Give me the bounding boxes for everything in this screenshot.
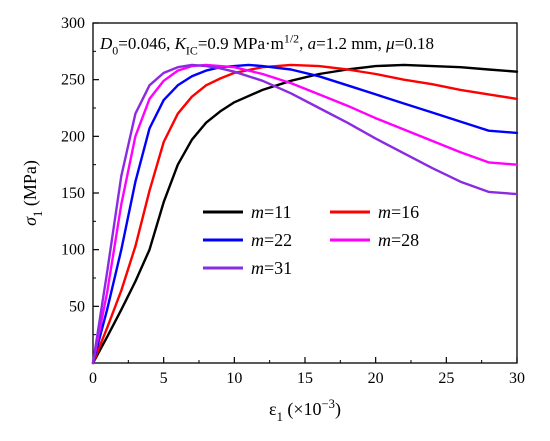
legend-value: =28 (391, 230, 419, 250)
parameter-annotation: D0=0.046, KIC=0.9 MPa·m1/2, a=1.2 mm, μ=… (99, 32, 434, 58)
y-axis-label-part: σ (20, 216, 40, 226)
legend-value: =11 (264, 202, 291, 222)
legend-var: m (251, 258, 264, 278)
series-line-m-11 (91, 63, 519, 365)
x-tick-label: 20 (368, 370, 384, 387)
legend-entry: m=16 (378, 202, 419, 222)
y-axis-label-part: (MPa) (20, 160, 41, 211)
legend-value: =16 (391, 202, 419, 222)
series-line-m-28 (91, 63, 519, 365)
legend-value: =31 (264, 258, 292, 278)
y-axis-label-part: 1 (31, 211, 45, 217)
legend-var: m (251, 230, 264, 250)
legend-entry: m=31 (251, 258, 292, 278)
x-tick-label: 25 (438, 370, 454, 387)
legend-var: m (378, 230, 391, 250)
x-axis-label: ε1 (×10−3) (269, 397, 341, 424)
x-tick-label: 0 (89, 370, 97, 387)
axis-labels: ε1 (×10−3)σ1 (MPa) (20, 160, 341, 424)
y-tick-label: 50 (69, 298, 85, 315)
legend-var: m (378, 202, 391, 222)
legend-entry: m=11 (251, 202, 291, 222)
parameter-annotation-text-part: =0.046, (118, 34, 174, 53)
y-tick-label: 250 (61, 72, 85, 89)
y-tick-label: 300 (61, 15, 85, 32)
legend-entry: m=22 (251, 230, 292, 250)
y-tick-label: 150 (61, 185, 85, 202)
parameter-annotation-text-part: μ (385, 34, 395, 53)
legend-entry: m=28 (378, 230, 419, 250)
parameter-annotation-text-part: 0 (112, 43, 118, 57)
parameter-annotation-text-part: 1/2 (284, 32, 299, 46)
y-tick-label: 100 (61, 242, 85, 259)
x-axis-label-part: (×10 (283, 399, 322, 420)
parameter-annotation-text-part: , (299, 34, 308, 53)
parameter-annotation-text-part: =0.9 MPa·m (198, 34, 284, 53)
legend-value: =22 (264, 230, 292, 250)
legend-var: m (251, 202, 264, 222)
parameter-annotation-text-part: a (308, 34, 317, 53)
x-axis-label-part: ε (269, 399, 277, 419)
parameter-annotation-text-part: =1.2 mm, (316, 34, 386, 53)
legend: m=11 m=16m=22 m=28m=31 (203, 202, 419, 278)
x-tick-label: 15 (297, 370, 313, 387)
x-axis-label-part: −3 (322, 397, 335, 411)
parameter-annotation-text: D0=0.046, KIC=0.9 MPa·m1/2, a=1.2 mm, μ=… (99, 32, 434, 58)
x-axis-label-part: 1 (277, 410, 283, 424)
x-axis-label-part: ) (335, 399, 341, 420)
parameter-annotation-text-part: D (99, 34, 113, 53)
axes: 0 5 10 15 20 25 30 50 100 150 200 250 300 (61, 15, 525, 387)
series-line-m-16 (91, 63, 519, 365)
x-tick-label: 30 (509, 370, 525, 387)
x-tick-label: 10 (226, 370, 242, 387)
y-tick-label: 200 (61, 128, 85, 145)
series-line-m-22 (91, 63, 519, 365)
parameter-annotation-text-part: IC (186, 43, 198, 57)
series-line-m-31 (91, 63, 519, 365)
parameter-annotation-text-part: K (174, 34, 188, 53)
plot-series (91, 63, 519, 365)
parameter-annotation-text-part: =0.18 (395, 34, 434, 53)
x-tick-label: 5 (160, 370, 168, 387)
y-axis-label: σ1 (MPa) (20, 160, 45, 226)
